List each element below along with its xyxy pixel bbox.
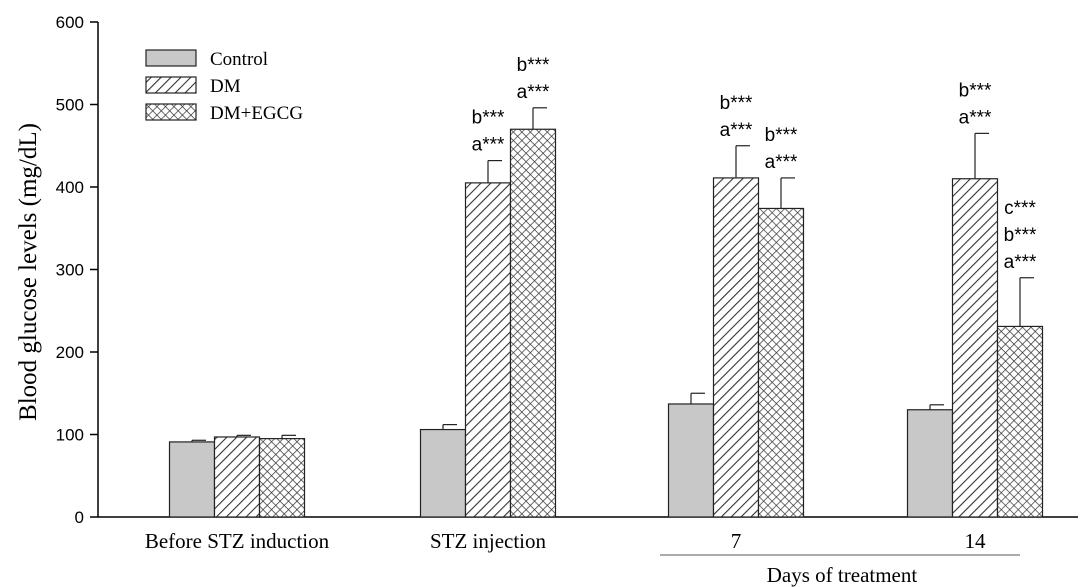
y-tick-label: 500 — [56, 96, 84, 115]
legend-swatch — [145, 103, 197, 121]
significance-label: a*** — [959, 107, 992, 128]
x-tick-label: Before STZ induction — [145, 529, 330, 553]
legend-label: Control — [210, 49, 268, 70]
y-tick-label: 200 — [56, 343, 84, 362]
significance-label: a*** — [720, 120, 753, 141]
bar-dm-egcg — [509, 128, 557, 518]
x-tick-label: 14 — [965, 529, 987, 553]
legend-label: DM — [210, 76, 241, 97]
bar-control — [906, 409, 954, 518]
significance-label: a*** — [1004, 252, 1037, 273]
annotations-group: b*** a*** b*** a*** b*** a*** b*** a*** b*** a***… — [472, 55, 1037, 273]
bar-dm-egcg — [757, 207, 805, 518]
significance-label: b*** — [959, 80, 992, 101]
y-tick-label: 600 — [56, 13, 84, 32]
significance-label: b*** — [1004, 225, 1037, 246]
y-tick-label: 0 — [75, 508, 84, 527]
significance-label: a*** — [765, 152, 798, 173]
bar-dm — [951, 178, 999, 518]
y-tick-label: 300 — [56, 261, 84, 280]
bar-dm — [464, 182, 512, 518]
bar-control — [168, 441, 216, 518]
bar-dm-egcg — [996, 325, 1044, 518]
significance-label: b*** — [472, 108, 505, 129]
bar-control — [667, 403, 715, 518]
significance-label: a*** — [517, 82, 550, 103]
significance-label: a*** — [472, 135, 505, 156]
y-axis: 0 100 200 300 400 500 600 — [56, 13, 99, 527]
legend-label: DM+EGCG — [210, 103, 303, 124]
bar-dm — [712, 177, 760, 518]
bar-control — [419, 428, 467, 518]
significance-label: b*** — [765, 125, 798, 146]
bar-dm-egcg — [258, 438, 306, 518]
legend-swatch — [145, 76, 197, 94]
legend: Control DM DM+EGCG — [145, 49, 303, 124]
y-tick-label: 100 — [56, 426, 84, 445]
bar-dm — [213, 436, 261, 518]
significance-label: b*** — [517, 55, 550, 76]
y-axis-label: Blood glucose levels (mg/dL) — [15, 123, 42, 421]
legend-swatch — [145, 49, 197, 67]
significance-label: b*** — [720, 93, 753, 114]
y-tick-label: 400 — [56, 178, 84, 197]
significance-label: c*** — [1004, 198, 1036, 219]
x-tick-label: STZ injection — [430, 529, 547, 553]
x-axis-label: Days of treatment — [767, 563, 918, 587]
x-tick-label: 7 — [731, 529, 742, 553]
x-axis: Before STZ induction STZ injection 7 14 — [98, 516, 1078, 553]
bars-group — [168, 107, 1044, 518]
